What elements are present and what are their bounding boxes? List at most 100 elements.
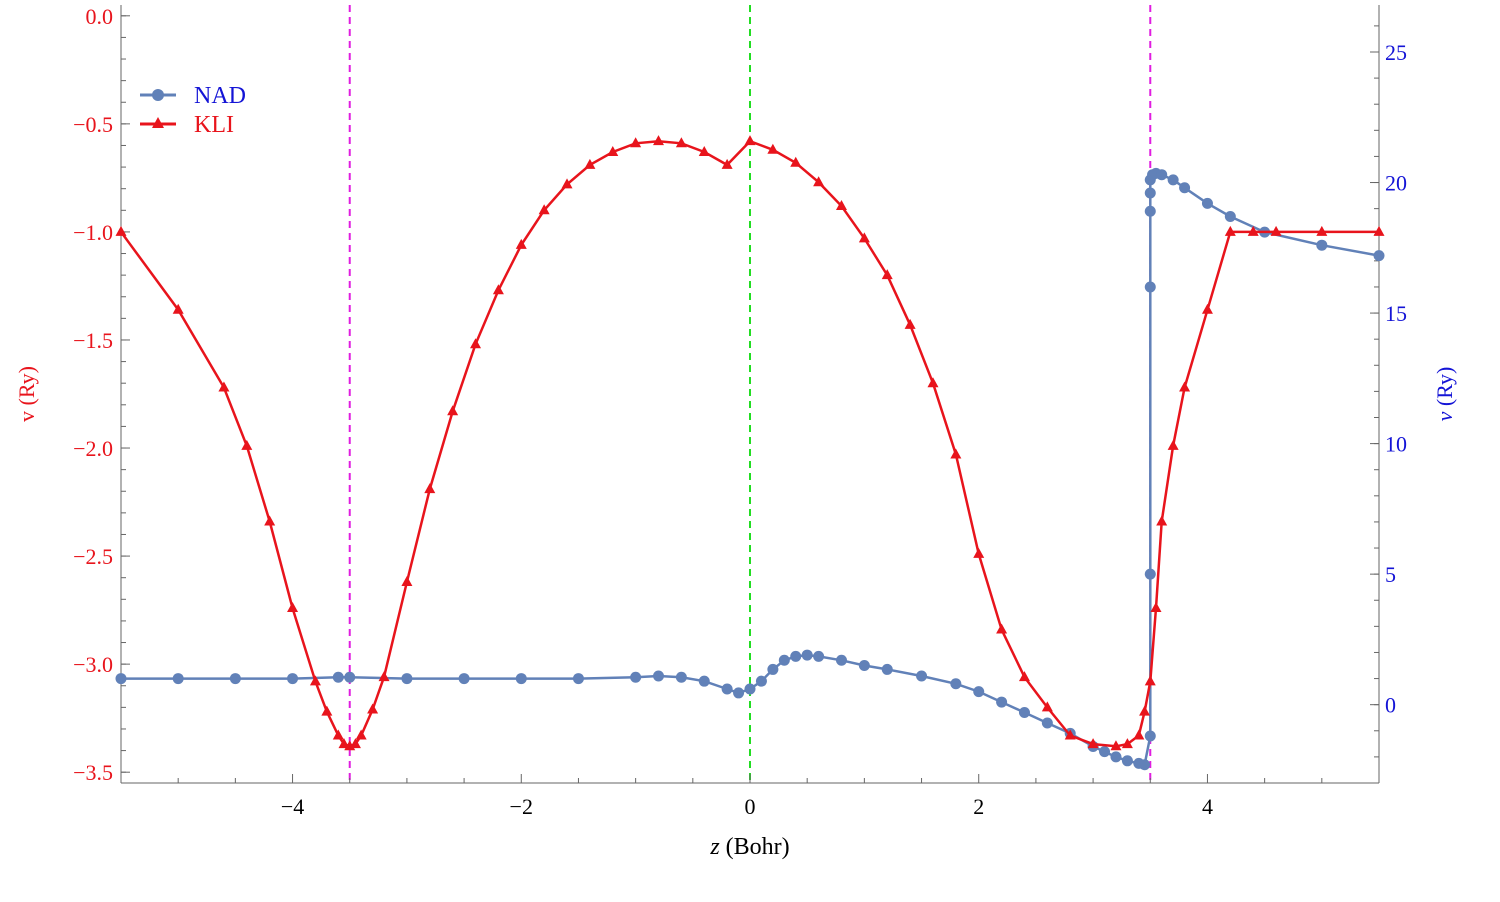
data-point-kli [950,448,962,459]
y-right-tick-label: 0 [1385,693,1396,718]
x-tick-label: 4 [1202,794,1213,819]
data-point-nad [1110,751,1122,763]
data-point-nad [630,671,642,683]
data-point-kli [927,377,939,388]
data-point-nad [1121,755,1133,767]
data-point-kli [1133,729,1145,740]
x-axis-label-unit: (Bohr) [720,834,790,860]
data-point-kli [1224,225,1236,236]
data-point-kli [1179,381,1191,392]
data-point-kli [321,705,333,716]
x-tick-label: −2 [510,794,533,819]
y-right-tick-label: 10 [1385,432,1407,457]
data-point-kli [1018,671,1030,682]
x-tick-label: 0 [745,794,756,819]
y-right-tick-label: 5 [1385,562,1396,587]
data-point-kli [767,143,779,154]
data-point-kli [653,135,665,146]
data-point-nad [767,663,779,675]
data-point-nad [950,678,962,690]
data-point-nad [287,673,299,685]
data-point-kli [349,738,361,749]
data-point-nad [1099,746,1111,758]
data-point-kli [338,738,350,749]
data-point-nad [229,673,241,685]
data-point-nad [755,675,767,687]
data-point-kli [515,238,527,249]
x-axis-label: z (Bohr) [709,834,789,860]
data-point-kli [492,284,504,295]
data-point-kli [1373,225,1385,236]
y-left-tick-label: −0.5 [73,112,113,137]
data-point-kli [858,232,870,243]
data-point-kli [1247,225,1259,236]
data-point-kli [401,576,413,587]
y-right-tick-label: 15 [1385,301,1407,326]
y-left-tick-label: 0.0 [86,4,114,29]
data-point-nad [172,673,184,685]
y-axis-right-label-unit: (Ry) [1432,367,1457,412]
data-point-kli [1167,439,1179,450]
data-point-nad [858,660,870,672]
data-point-nad [1316,239,1328,251]
data-point-kli [744,135,756,146]
y-axis-right-label-var: v [1432,411,1457,421]
y-left-tick-label: −2.0 [73,436,113,461]
legend-kli-marker [152,117,164,128]
data-point-kli [1201,303,1213,314]
ticks: −4 −2 0 2 4 0.0 −0.5 −1.0 −1.5 −2.0 −2.5 −3.0 −3.5 0 5… [73,4,1407,819]
x-tick-label: −4 [281,794,304,819]
data-point-nad [515,673,527,685]
legend-nad-marker [152,89,164,101]
data-point-kli [561,178,573,189]
data-point-nad [115,673,127,685]
data-point-kli [1144,675,1156,686]
data-point-nad [675,671,687,683]
data-point-kli [538,204,550,215]
data-point-kli [881,269,893,280]
data-point-nad [778,654,790,666]
data-point-nad [1144,281,1156,293]
data-point-nad [572,673,584,685]
legend-nad-label: NAD [194,83,246,109]
data-point-kli [813,176,825,187]
series-kli [115,135,1385,751]
data-point-nad [344,671,356,683]
y-left-tick-label: −2.5 [73,544,113,569]
x-axis-label-var: z [709,834,720,860]
y-left-tick-label: −1.5 [73,328,113,353]
data-point-kli [1064,729,1076,740]
legend: NAD KLI [140,83,246,138]
data-point-kli [309,675,321,686]
legend-kli-label: KLI [194,112,234,138]
data-point-nad [801,649,813,661]
data-point-nad [401,673,413,685]
data-point-nad [881,663,893,675]
data-point-kli [367,703,379,714]
y-axis-left-label: v (Ry) [14,366,39,422]
data-point-nad [1144,730,1156,742]
data-point-kli [355,729,367,740]
data-point-kli [996,623,1008,634]
y-left-tick-label: −3.5 [73,760,113,785]
data-point-kli [1139,705,1151,716]
data-point-kli [115,225,127,236]
data-point-kli [424,483,436,494]
data-point-kli [264,515,276,526]
data-point-kli [973,547,985,558]
data-point-nad [996,696,1008,708]
x-tick-label: 2 [973,794,984,819]
data-point-kli [607,145,619,156]
y-right-tick-label: 20 [1385,171,1407,196]
data-point-nad [721,683,733,695]
data-point-kli [241,439,253,450]
data-point-kli [1041,701,1053,712]
data-point-kli [698,145,710,156]
data-point-kli [1121,738,1133,749]
data-point-nad [332,671,344,683]
data-point-kli [790,156,802,167]
data-point-nad [1041,717,1053,729]
data-point-kli [1156,515,1168,526]
y-right-tick-label: 25 [1385,40,1407,65]
